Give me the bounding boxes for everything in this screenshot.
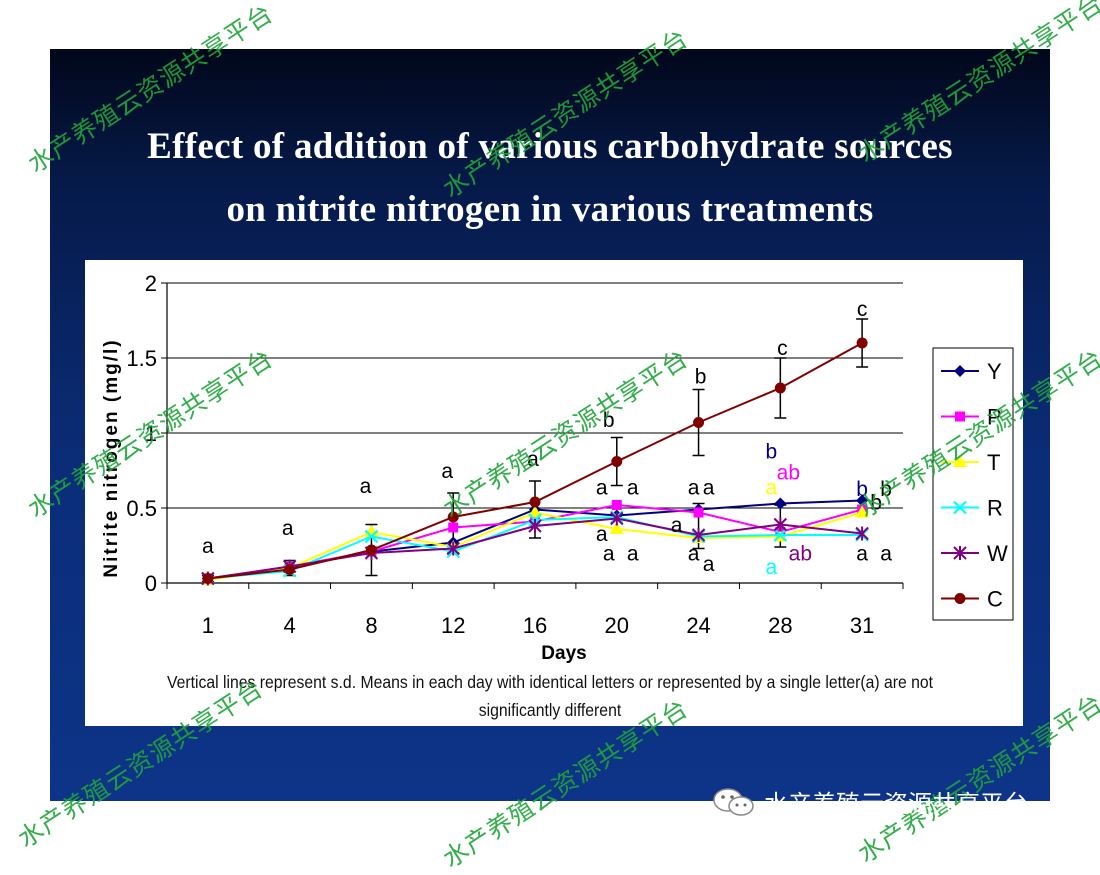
data-point-c bbox=[365, 544, 377, 556]
significance-letter: ab bbox=[777, 462, 800, 485]
significance-letter: b bbox=[880, 478, 892, 501]
x-tick-label: 31 bbox=[850, 613, 874, 638]
data-point-c bbox=[202, 573, 214, 584]
significance-letter: a bbox=[360, 475, 372, 498]
legend-label-t: T bbox=[987, 450, 1000, 475]
y-tick-label: 2 bbox=[145, 271, 157, 296]
significance-letter: a bbox=[856, 543, 868, 566]
data-point-w bbox=[691, 528, 706, 542]
x-tick-label: 1 bbox=[202, 613, 214, 638]
data-point-w bbox=[773, 517, 788, 532]
slide-title: Effect of addition of various carbohydra… bbox=[50, 115, 1050, 241]
significance-letter: c bbox=[857, 298, 868, 321]
x-tick-label: 20 bbox=[605, 613, 629, 638]
significance-letter: c bbox=[777, 337, 788, 360]
data-point-w bbox=[610, 511, 624, 526]
significance-letter: b bbox=[603, 409, 615, 432]
significance-letter: b bbox=[870, 492, 882, 515]
legend-label-r: R bbox=[987, 496, 1003, 521]
significance-letter: b bbox=[765, 441, 777, 464]
significance-letter: a bbox=[627, 543, 639, 566]
legend-label-p: P bbox=[987, 405, 1002, 430]
significance-letter: b bbox=[695, 366, 707, 389]
data-point-y bbox=[856, 494, 869, 507]
slide-title-line-1: Effect of addition of various carbohydra… bbox=[147, 126, 953, 167]
y-tick-label: 1 bbox=[145, 421, 157, 446]
y-tick-label: 0.5 bbox=[126, 496, 157, 521]
x-tick-label: 12 bbox=[441, 613, 465, 638]
significance-letter: a bbox=[688, 543, 700, 566]
brand-text: 水产养殖云资源共享平台 bbox=[764, 790, 1028, 818]
legend-marker-w bbox=[953, 546, 967, 560]
data-point-c bbox=[856, 337, 868, 349]
significance-letter: a bbox=[441, 460, 453, 483]
data-point-t bbox=[528, 505, 542, 518]
y-axis-title: Nitrite nitrogen (mg/l) bbox=[101, 338, 122, 577]
footnote-line-1: Vertical lines represent s.d. Means in e… bbox=[166, 672, 934, 692]
y-tick-label: 1.5 bbox=[126, 346, 157, 371]
x-tick-label: 28 bbox=[768, 613, 792, 638]
x-tick-label: 4 bbox=[284, 613, 296, 638]
line-chart: 0 0.5 1 1.5 2 1 4 8 12 16 20 24 28 31 Days Nitrite nitr… bbox=[101, 271, 1014, 664]
data-point-c bbox=[447, 511, 459, 523]
data-point-t bbox=[855, 505, 870, 518]
legend-marker-p bbox=[955, 411, 965, 422]
slide-background: Effect of addition of various carbohydra… bbox=[50, 49, 1050, 801]
significance-letter: a bbox=[596, 477, 608, 500]
x-tick-label: 16 bbox=[523, 613, 547, 638]
significance-letter: a bbox=[603, 543, 615, 566]
x-tick-label: 8 bbox=[365, 613, 377, 638]
data-point-c bbox=[529, 496, 541, 508]
data-point-p bbox=[448, 522, 459, 533]
significance-letter: a bbox=[671, 514, 683, 537]
y-tick-label: 0 bbox=[145, 571, 157, 596]
significance-letter: a bbox=[765, 556, 777, 579]
significance-letter: a bbox=[627, 477, 639, 500]
significance-letter: a bbox=[703, 553, 715, 576]
data-point-c bbox=[693, 417, 705, 428]
x-tick-label: 24 bbox=[686, 613, 710, 638]
legend-marker-r bbox=[953, 500, 967, 515]
data-point-w bbox=[855, 526, 869, 541]
footnote-line-2: significantly different bbox=[478, 700, 622, 720]
x-axis-title: Days bbox=[541, 643, 586, 664]
data-point-r bbox=[364, 529, 379, 544]
legend-label-w: W bbox=[987, 541, 1008, 566]
data-point-r bbox=[773, 528, 788, 542]
significance-letter: b bbox=[856, 478, 868, 501]
legend-label-y: Y bbox=[987, 359, 1002, 384]
significance-letter: a bbox=[703, 477, 715, 500]
brand-mark: 水产养殖云资源共享平台 bbox=[712, 784, 1028, 819]
data-point-p bbox=[611, 500, 622, 510]
wechat-icon bbox=[713, 787, 754, 816]
data-point-w bbox=[528, 519, 542, 533]
data-point-w bbox=[446, 541, 460, 556]
significance-letter: a bbox=[596, 523, 608, 546]
legend-label-c: C bbox=[987, 587, 1003, 612]
significance-letter: a bbox=[282, 517, 294, 540]
significance-letter: a bbox=[202, 535, 214, 558]
chart-panel: 0 0.5 1 1.5 2 1 4 8 12 16 20 24 28 31 Days Nitrite nitr… bbox=[85, 260, 1023, 726]
chart-footnote: Vertical lines represent s.d. Means in e… bbox=[55, 668, 1045, 724]
significance-letter: a bbox=[765, 477, 777, 500]
data-point-p bbox=[693, 507, 704, 518]
slide-title-line-2: on nitrite nitrogen in various treatment… bbox=[226, 189, 874, 230]
significance-letter: a bbox=[688, 477, 700, 500]
legend-marker-y bbox=[954, 365, 966, 377]
data-point-c bbox=[774, 382, 786, 394]
data-point-y bbox=[774, 497, 787, 510]
data-point-t bbox=[609, 522, 624, 534]
significance-letter: a bbox=[527, 448, 539, 471]
data-point-c bbox=[284, 564, 296, 575]
legend-box bbox=[932, 347, 1014, 621]
significance-letter: ab bbox=[789, 543, 812, 566]
legend-marker-t bbox=[953, 455, 967, 467]
legend-marker-c bbox=[954, 593, 966, 604]
significance-letter: a bbox=[880, 543, 892, 566]
data-point-c bbox=[611, 456, 623, 467]
